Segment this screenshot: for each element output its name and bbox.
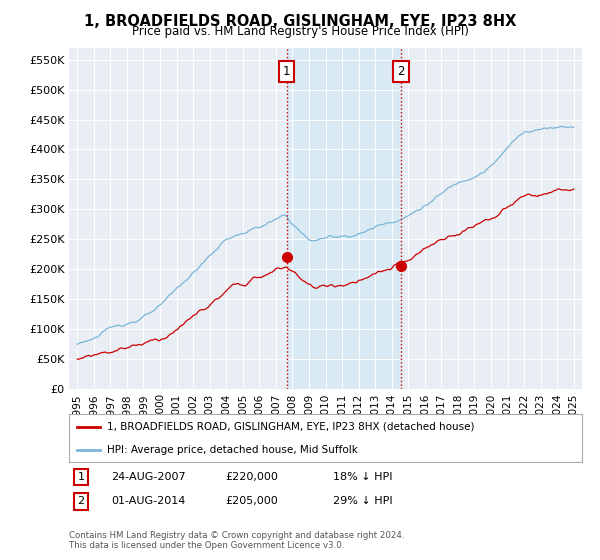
Text: Contains HM Land Registry data © Crown copyright and database right 2024.
This d: Contains HM Land Registry data © Crown c… — [69, 530, 404, 550]
Text: 1: 1 — [283, 65, 290, 78]
Bar — [287, 48, 401, 389]
Text: 2: 2 — [77, 496, 85, 506]
Text: 18% ↓ HPI: 18% ↓ HPI — [333, 472, 392, 482]
Text: £205,000: £205,000 — [225, 496, 278, 506]
Text: 01-AUG-2014: 01-AUG-2014 — [111, 496, 185, 506]
Text: 1: 1 — [77, 472, 85, 482]
Text: 1, BROADFIELDS ROAD, GISLINGHAM, EYE, IP23 8HX (detached house): 1, BROADFIELDS ROAD, GISLINGHAM, EYE, IP… — [107, 422, 475, 432]
Text: 24-AUG-2007: 24-AUG-2007 — [111, 472, 185, 482]
Text: HPI: Average price, detached house, Mid Suffolk: HPI: Average price, detached house, Mid … — [107, 445, 358, 455]
Text: Price paid vs. HM Land Registry's House Price Index (HPI): Price paid vs. HM Land Registry's House … — [131, 25, 469, 38]
Text: 1, BROADFIELDS ROAD, GISLINGHAM, EYE, IP23 8HX: 1, BROADFIELDS ROAD, GISLINGHAM, EYE, IP… — [84, 14, 516, 29]
Text: £220,000: £220,000 — [225, 472, 278, 482]
Text: 2: 2 — [398, 65, 405, 78]
Text: 29% ↓ HPI: 29% ↓ HPI — [333, 496, 392, 506]
